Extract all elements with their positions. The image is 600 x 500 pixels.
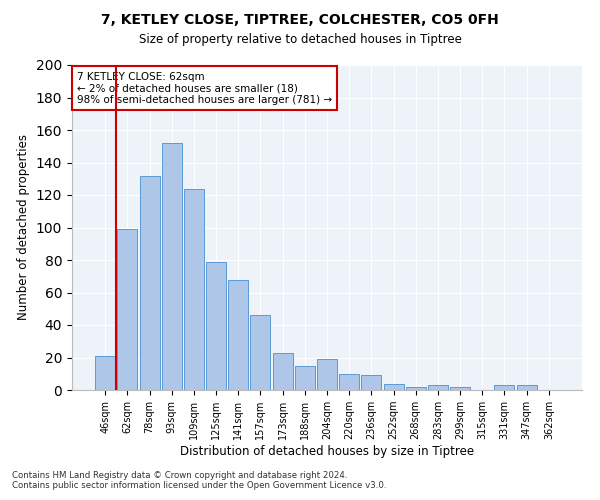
Bar xyxy=(140,176,160,390)
Text: 7, KETLEY CLOSE, TIPTREE, COLCHESTER, CO5 0FH: 7, KETLEY CLOSE, TIPTREE, COLCHESTER, CO… xyxy=(101,12,499,26)
Text: Contains public sector information licensed under the Open Government Licence v3: Contains public sector information licen… xyxy=(12,481,386,490)
Bar xyxy=(295,366,315,390)
Text: 7 KETLEY CLOSE: 62sqm
← 2% of detached houses are smaller (18)
98% of semi-detac: 7 KETLEY CLOSE: 62sqm ← 2% of detached h… xyxy=(77,72,332,104)
Bar xyxy=(95,356,115,390)
Bar xyxy=(162,143,182,390)
Bar xyxy=(339,374,359,390)
Bar xyxy=(118,229,137,390)
Bar xyxy=(517,385,536,390)
Bar xyxy=(383,384,404,390)
X-axis label: Distribution of detached houses by size in Tiptree: Distribution of detached houses by size … xyxy=(180,445,474,458)
Bar xyxy=(494,385,514,390)
Bar xyxy=(272,352,293,390)
Bar xyxy=(406,387,426,390)
Bar xyxy=(317,359,337,390)
Bar xyxy=(361,376,382,390)
Text: Contains HM Land Registry data © Crown copyright and database right 2024.: Contains HM Land Registry data © Crown c… xyxy=(12,471,347,480)
Bar xyxy=(228,280,248,390)
Text: Size of property relative to detached houses in Tiptree: Size of property relative to detached ho… xyxy=(139,32,461,46)
Bar xyxy=(206,262,226,390)
Y-axis label: Number of detached properties: Number of detached properties xyxy=(17,134,30,320)
Bar xyxy=(184,188,204,390)
Bar xyxy=(428,385,448,390)
Bar xyxy=(450,387,470,390)
Bar xyxy=(250,316,271,390)
